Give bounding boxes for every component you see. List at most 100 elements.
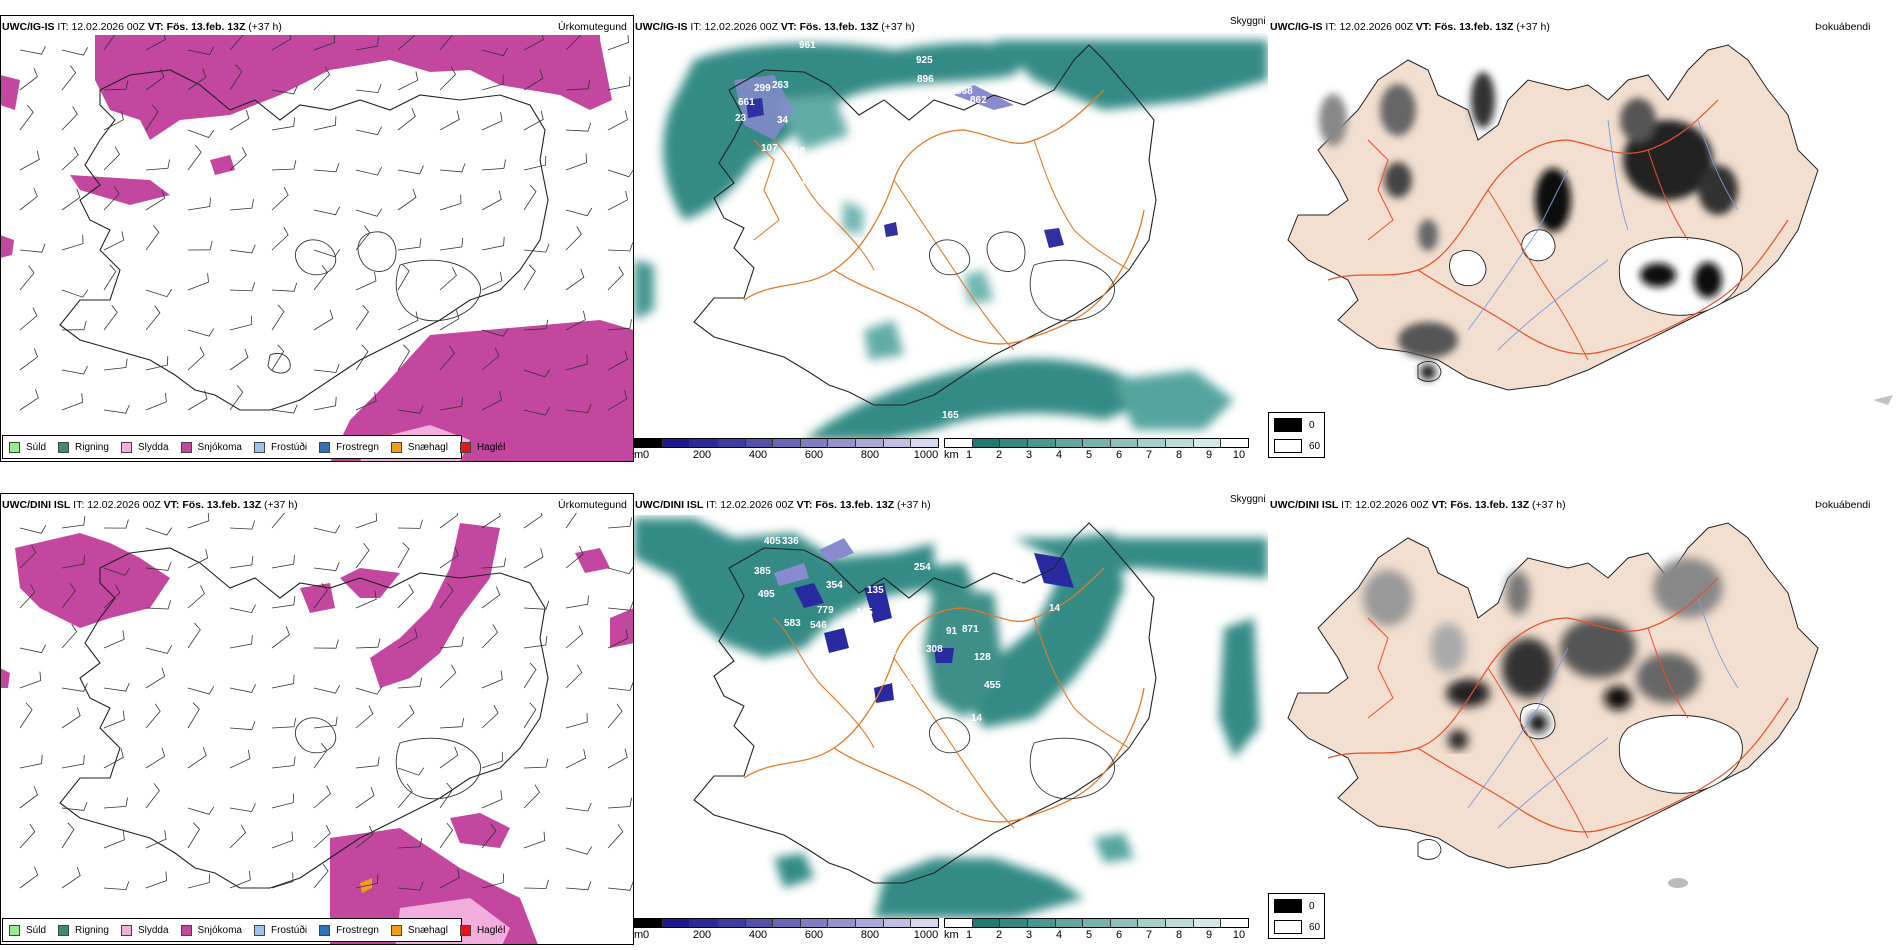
wind-barb (19, 702, 33, 729)
wind-barb (481, 391, 502, 411)
wind-barb (355, 167, 383, 176)
colorbar-segment (856, 919, 884, 927)
wind-barb (145, 703, 161, 729)
colorbar-segment (800, 919, 829, 927)
fog-high (1398, 322, 1458, 358)
wind-barb (229, 109, 250, 131)
wind-barb (19, 786, 38, 809)
road (893, 179, 1015, 351)
wind-barb (229, 384, 244, 411)
vt-value: Fös. 13.feb. 13Z (799, 21, 879, 33)
wind-barb (313, 66, 331, 91)
wind-barb (607, 797, 633, 809)
colorbar-segment (717, 919, 746, 927)
colorbar-tick-label: 1 (965, 449, 973, 461)
snow-area (340, 568, 400, 598)
colorbar-tick-label: 400 (748, 929, 768, 941)
vt-label: VT: (780, 21, 797, 33)
wind-barb (187, 822, 201, 849)
colorbar-tick-label: 7 (1145, 929, 1153, 941)
glacier-outline (294, 239, 337, 276)
wind-barb (607, 881, 633, 891)
wind-barb (439, 66, 456, 91)
wind-barb (61, 146, 79, 171)
wind-barb (145, 830, 167, 849)
cloud-base-value: 130 (872, 731, 889, 742)
wind-barb (397, 837, 423, 849)
colorbar-tick-label: 800 (860, 449, 880, 461)
panel-visibility-bottom: UWC/DINI ISL IT: 12.02.2026 00Z VT: Fös.… (634, 478, 1268, 950)
legend-swatch (390, 441, 402, 453)
legend-label: 60 (1309, 921, 1321, 933)
wind-barb (271, 756, 296, 769)
wind-barb (103, 264, 117, 291)
low-visibility-area (663, 42, 1034, 220)
colorbar-segment (1083, 439, 1111, 447)
river (1697, 597, 1739, 689)
legend-swatch (459, 924, 471, 936)
snow-area (1, 75, 20, 110)
wind-barb (355, 513, 378, 529)
fog-legend-bottom: 0 60 (1268, 893, 1325, 939)
vt-label: VT: (147, 21, 164, 33)
wind-barb (565, 513, 577, 529)
wind-barb (313, 583, 328, 609)
map-frame (0, 15, 634, 462)
cloud-base-value: 902 (1006, 578, 1023, 589)
wind-barb (607, 35, 630, 51)
wind-barb (313, 248, 341, 258)
coastline (693, 522, 1157, 884)
wind-barb (607, 319, 632, 331)
wind-barb (313, 685, 341, 694)
wind-barb (61, 188, 81, 211)
lead-time: (+37 h) (897, 499, 931, 511)
low-visibility-area (964, 533, 1124, 728)
visibility-colorbar (944, 438, 1249, 448)
low-visibility-area (634, 518, 934, 658)
panel-title: UWC/IG-IS IT: 12.02.2026 00Z VT: Fös. 13… (1270, 21, 1550, 33)
wind-barb (19, 307, 38, 331)
wind-barb (607, 703, 623, 729)
legend-label: 0 (1309, 900, 1315, 912)
wind-barb (313, 716, 338, 729)
wind-barb (565, 310, 586, 331)
wind-barb (565, 79, 591, 91)
low-visibility-area (874, 858, 1084, 918)
wind-barb (313, 309, 334, 331)
wind-barb (397, 35, 415, 51)
wind-barb (187, 197, 211, 211)
wind-barb (19, 525, 47, 534)
wind-barb (523, 636, 548, 649)
legend-item-drizzle: Súld (9, 441, 46, 453)
legend-label: Snæhagl (407, 441, 448, 453)
wind-barb (19, 544, 37, 569)
colorbar-unit: km (944, 449, 959, 461)
wind-barb (19, 46, 46, 55)
colorbar-tick-label: 600 (804, 449, 824, 461)
cloud-base-colorbar (634, 438, 939, 448)
wind-barb (61, 47, 89, 56)
model-name: UWC/IG-IS (635, 21, 688, 33)
visibility-colorbar (944, 918, 1249, 928)
it-value: 12.02.2026 00Z (1355, 499, 1429, 511)
wind-barb (103, 881, 130, 891)
legend-item-sleet: Slydda (120, 441, 169, 453)
legend-swatch (1274, 899, 1302, 913)
wind-barb (523, 35, 544, 51)
wind-barb (187, 549, 209, 569)
panel-name: Skyggni (1230, 494, 1266, 505)
fog-high (1506, 571, 1530, 615)
fog-high (1384, 162, 1412, 198)
wind-barb (61, 234, 84, 251)
wind-barb (439, 267, 457, 291)
wind-barb (523, 184, 537, 211)
wind-barb (481, 159, 506, 171)
it-label: IT: (1325, 21, 1337, 33)
wind-barb (61, 555, 85, 569)
low-visibility-area (864, 320, 904, 360)
road (1647, 627, 1689, 719)
low-cloud-base-area (1034, 553, 1074, 588)
wind-barb (103, 710, 125, 729)
wind-barb (481, 873, 504, 889)
